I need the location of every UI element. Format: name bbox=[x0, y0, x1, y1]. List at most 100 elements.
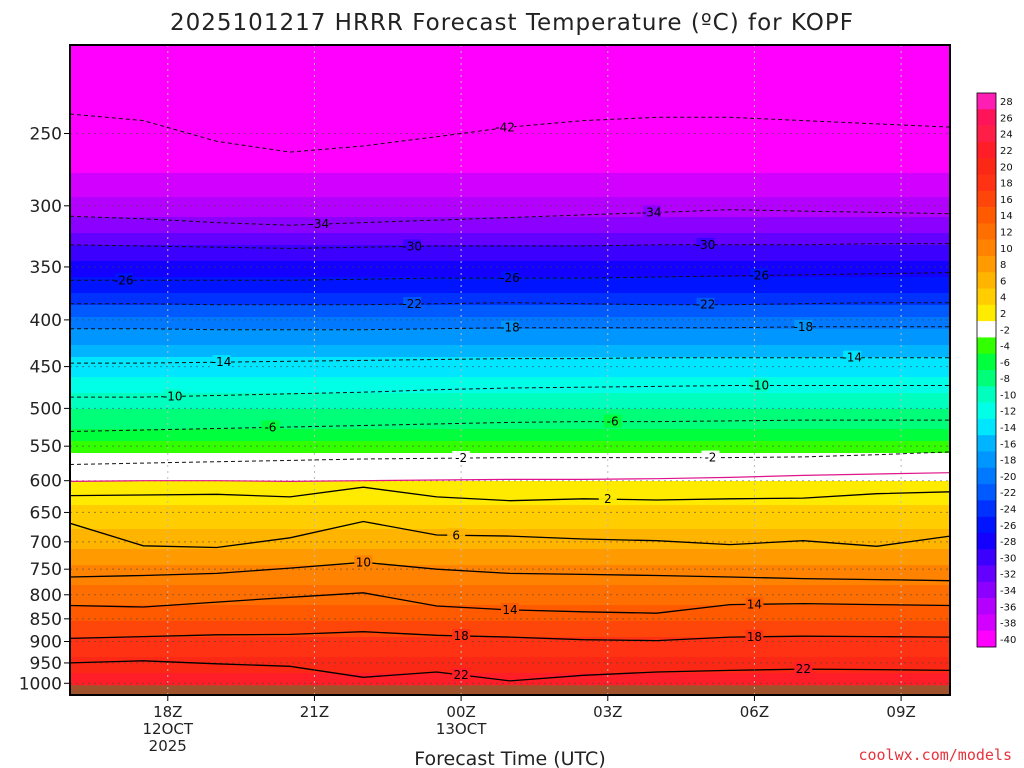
colorbar-label: 2 bbox=[1000, 309, 1006, 320]
temperature-band bbox=[70, 205, 950, 210]
temperature-band bbox=[70, 289, 950, 294]
isotherm-2 bbox=[70, 486, 950, 502]
temperature-band bbox=[70, 565, 950, 570]
colorbar-label: 6 bbox=[1000, 276, 1006, 287]
y-tick-label: 950 bbox=[30, 654, 62, 674]
temperature-band bbox=[70, 481, 950, 486]
temperature-band bbox=[70, 233, 950, 238]
contour-label: 14 bbox=[502, 603, 517, 617]
y-axis: 2503003504004505005506006507007508008509… bbox=[19, 124, 70, 694]
temperature-band bbox=[70, 585, 950, 590]
temperature-band bbox=[70, 161, 950, 166]
isotherm-18 bbox=[70, 631, 950, 642]
temperature-band bbox=[70, 589, 950, 594]
contour-label: 14 bbox=[747, 597, 762, 611]
temperature-band bbox=[70, 469, 950, 474]
temperature-band bbox=[70, 113, 950, 118]
temperature-band bbox=[70, 445, 950, 450]
credit-link[interactable]: coolwx.com/models bbox=[858, 746, 1012, 764]
ground-band bbox=[70, 685, 950, 695]
colorbar-legend: 28 26 24 22 20 18 16 14 12 10 8 6 4 2 -2 -4 -6 -8 -10 -12 -1… bbox=[976, 92, 1016, 648]
isotherm-6 bbox=[70, 520, 950, 549]
colorbar-swatch bbox=[977, 484, 996, 501]
temperature-band bbox=[70, 681, 950, 686]
contour-label: -22 bbox=[696, 298, 716, 312]
y-tick-label: 850 bbox=[30, 610, 62, 630]
temperature-band bbox=[70, 45, 950, 50]
temperature-band bbox=[70, 77, 950, 82]
temperature-band bbox=[70, 369, 950, 374]
temperature-band bbox=[70, 497, 950, 502]
temperature-band bbox=[70, 81, 950, 86]
colorbar-swatch bbox=[977, 581, 996, 599]
temperature-band bbox=[70, 425, 950, 430]
contour-label: -14 bbox=[212, 355, 232, 369]
colorbar-swatch bbox=[977, 500, 996, 517]
y-tick-label: 500 bbox=[30, 399, 62, 419]
temperature-band bbox=[70, 241, 950, 246]
colorbar-swatch bbox=[977, 386, 996, 403]
colorbar-swatch bbox=[977, 288, 996, 306]
temperature-band bbox=[70, 549, 950, 554]
contour-label-bg bbox=[114, 273, 133, 287]
y-tick-label: 400 bbox=[30, 311, 62, 331]
temperature-band bbox=[70, 165, 950, 170]
temperature-band bbox=[70, 441, 950, 446]
colorbar-label: -36 bbox=[1000, 602, 1016, 613]
contour-label: -10 bbox=[163, 389, 183, 403]
colorbar-label: 16 bbox=[1000, 195, 1013, 206]
colorbar-swatch bbox=[977, 630, 996, 648]
temperature-band bbox=[70, 397, 950, 402]
colorbar-label: -10 bbox=[1000, 390, 1016, 401]
contour-label-bg bbox=[501, 271, 519, 285]
contour-label: -26 bbox=[750, 268, 770, 282]
temperature-band bbox=[70, 265, 950, 270]
contour-label: -2 bbox=[704, 451, 716, 465]
temperature-band bbox=[70, 641, 950, 646]
x-tick-label: 18Z bbox=[153, 703, 182, 721]
colorbar-swatch bbox=[977, 598, 996, 615]
y-tick-label: 600 bbox=[30, 472, 62, 492]
temperature-band bbox=[70, 197, 950, 202]
colorbar-label: 22 bbox=[1000, 146, 1013, 157]
temperature-band bbox=[70, 301, 950, 306]
colorbar-swatch bbox=[977, 190, 996, 208]
isotherm-2 bbox=[70, 472, 950, 483]
colorbar-label: 26 bbox=[1000, 113, 1013, 124]
contour-label-bg bbox=[452, 667, 471, 681]
x-tick-label: 13OCT bbox=[436, 720, 487, 738]
temperature-band bbox=[70, 405, 950, 410]
y-tick-label: 350 bbox=[30, 258, 62, 278]
colorbar-label: 24 bbox=[1000, 130, 1013, 141]
y-tick-label: 800 bbox=[30, 586, 62, 606]
colorbar-label: -24 bbox=[1000, 505, 1016, 516]
colorbar-label: 18 bbox=[1000, 179, 1013, 190]
temperature-band bbox=[70, 85, 950, 90]
colorbar-label: 14 bbox=[1000, 211, 1013, 222]
contour-label-bg bbox=[843, 350, 862, 364]
temperature-band bbox=[70, 501, 950, 506]
temperature-band bbox=[70, 669, 950, 674]
contour-label: -14 bbox=[842, 351, 862, 365]
temperature-band bbox=[70, 333, 950, 338]
colorbar-label: -4 bbox=[1000, 342, 1010, 353]
colorbar-label: 20 bbox=[1000, 162, 1013, 173]
temperature-band bbox=[70, 97, 950, 102]
colorbar-label: -8 bbox=[1000, 374, 1010, 385]
colorbar-swatch bbox=[977, 109, 996, 126]
colorbar-swatch bbox=[977, 158, 996, 175]
isotherm-10 bbox=[70, 561, 950, 582]
temperature-band bbox=[70, 541, 950, 546]
colorbar-label: -14 bbox=[1000, 423, 1016, 434]
contour-label: -18 bbox=[794, 320, 814, 334]
temperature-band bbox=[70, 337, 950, 342]
x-tick-label: 09Z bbox=[886, 703, 915, 721]
colorbar-swatch bbox=[977, 549, 996, 566]
y-tick-label: 900 bbox=[30, 632, 62, 652]
temperature-band bbox=[70, 577, 950, 582]
temperature-band bbox=[70, 157, 950, 162]
colorbar-swatch bbox=[977, 435, 996, 452]
temperature-band bbox=[70, 465, 950, 470]
colorbar-label: -26 bbox=[1000, 521, 1016, 532]
colorbar-swatch bbox=[977, 370, 996, 387]
